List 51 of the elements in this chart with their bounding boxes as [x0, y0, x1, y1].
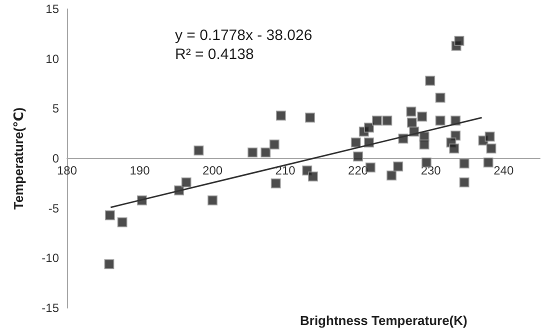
y-tick-label: 0	[52, 152, 60, 166]
point	[435, 92, 446, 103]
point	[181, 177, 192, 188]
point	[419, 140, 430, 150]
point	[459, 177, 470, 188]
y-tick-label: 15	[46, 2, 60, 16]
y-tick-label: -5	[48, 201, 60, 216]
x-tick-label: 240	[494, 164, 514, 178]
y-tick-label: 10	[46, 52, 60, 66]
point	[435, 116, 446, 126]
annotation: y = 0.1778x - 38.026	[175, 27, 312, 44]
x-tick-label: 180	[56, 164, 78, 178]
point	[406, 106, 416, 117]
point	[308, 171, 318, 182]
point	[393, 161, 404, 172]
point	[104, 210, 115, 220]
point	[425, 76, 436, 86]
x-tick-label: 230	[420, 164, 442, 178]
y-tick-label: 5	[52, 102, 60, 116]
point	[353, 152, 364, 162]
y-tick-label: -15	[42, 301, 60, 315]
point	[382, 116, 392, 126]
point	[372, 116, 382, 126]
x-tick-label: 190	[130, 164, 150, 178]
x-axis-title: Brightness Temperature(K)	[300, 313, 468, 328]
point	[248, 148, 258, 158]
point	[117, 217, 128, 228]
point	[484, 132, 495, 142]
x-tick-label: 200	[202, 164, 223, 178]
point	[194, 146, 204, 156]
point	[270, 178, 281, 188]
point	[208, 195, 218, 206]
point	[459, 158, 470, 168]
point	[386, 170, 397, 180]
point	[364, 122, 374, 133]
point	[305, 112, 316, 123]
point	[269, 140, 280, 150]
point	[406, 118, 417, 128]
point	[454, 36, 464, 46]
point	[486, 144, 496, 154]
point	[104, 259, 114, 270]
point	[260, 148, 271, 158]
point	[417, 112, 428, 122]
annotation: R² = 0.4138	[174, 46, 254, 63]
point	[276, 110, 286, 121]
y-tick-label: -10	[42, 251, 60, 266]
point	[449, 144, 460, 154]
x-tick-label: 220	[348, 164, 368, 178]
point	[483, 157, 494, 168]
y-axis-title: Temperature(℃)	[11, 107, 26, 210]
point	[350, 138, 361, 148]
